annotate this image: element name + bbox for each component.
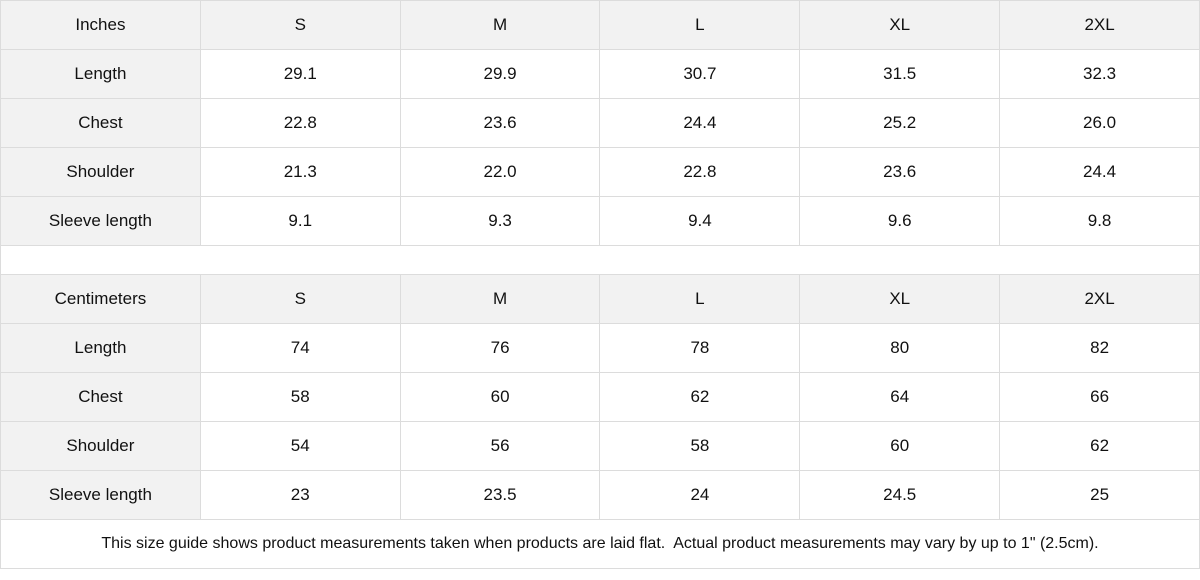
measurement-cell: 24	[599, 470, 801, 520]
size-header: S	[199, 0, 401, 50]
row-label: Shoulder	[0, 147, 201, 197]
row-label: Chest	[0, 98, 201, 148]
measurement-cell: 31.5	[799, 49, 1001, 99]
measurement-cell: 56	[399, 421, 601, 471]
measurement-cell: 9.4	[599, 196, 801, 246]
measurement-cell: 23.5	[399, 470, 601, 520]
centimeters-header-row: Centimeters S M L XL 2XL	[0, 274, 1200, 324]
measurement-cell: 26.0	[999, 98, 1200, 148]
measurement-cell: 82	[999, 323, 1200, 373]
measurement-cell: 22.8	[599, 147, 801, 197]
table-row: Shoulder 21.3 22.0 22.8 23.6 24.4	[0, 147, 1200, 197]
footnote: This size guide shows product measuremen…	[0, 519, 1200, 569]
measurement-cell: 22.8	[199, 98, 401, 148]
measurement-cell: 64	[799, 372, 1001, 422]
measurement-cell: 74	[199, 323, 401, 373]
section-spacer	[0, 245, 1200, 275]
measurement-cell: 23.6	[799, 147, 1001, 197]
measurement-cell: 62	[599, 372, 801, 422]
measurement-cell: 9.3	[399, 196, 601, 246]
row-label: Sleeve length	[0, 470, 201, 520]
size-header: XL	[799, 0, 1001, 50]
size-header: L	[599, 274, 801, 324]
row-label: Sleeve length	[0, 196, 201, 246]
measurement-cell: 21.3	[199, 147, 401, 197]
size-header: S	[199, 274, 401, 324]
measurement-cell: 58	[599, 421, 801, 471]
measurement-cell: 62	[999, 421, 1200, 471]
measurement-cell: 76	[399, 323, 601, 373]
size-header: M	[399, 274, 601, 324]
unit-label: Centimeters	[0, 274, 201, 324]
measurement-cell: 80	[799, 323, 1001, 373]
measurement-cell: 24.4	[599, 98, 801, 148]
table-row: Shoulder 54 56 58 60 62	[0, 421, 1200, 471]
measurement-cell: 60	[799, 421, 1001, 471]
footnote-row: This size guide shows product measuremen…	[0, 519, 1200, 569]
measurement-cell: 24.5	[799, 470, 1001, 520]
row-label: Shoulder	[0, 421, 201, 471]
table-row: Length 29.1 29.9 30.7 31.5 32.3	[0, 49, 1200, 99]
inches-header-row: Inches S M L XL 2XL	[0, 0, 1200, 50]
measurement-cell: 60	[399, 372, 601, 422]
measurement-cell: 29.1	[199, 49, 401, 99]
measurement-cell: 25	[999, 470, 1200, 520]
row-label: Length	[0, 323, 201, 373]
measurement-cell: 9.8	[999, 196, 1200, 246]
table-row: Chest 22.8 23.6 24.4 25.2 26.0	[0, 98, 1200, 148]
table-row: Sleeve length 9.1 9.3 9.4 9.6 9.8	[0, 196, 1200, 246]
row-label: Length	[0, 49, 201, 99]
row-label: Chest	[0, 372, 201, 422]
measurement-cell: 54	[199, 421, 401, 471]
size-header: XL	[799, 274, 1001, 324]
size-header: 2XL	[999, 274, 1200, 324]
measurement-cell: 24.4	[999, 147, 1200, 197]
measurement-cell: 25.2	[799, 98, 1001, 148]
table-row: Sleeve length 23 23.5 24 24.5 25	[0, 470, 1200, 520]
measurement-cell: 9.1	[199, 196, 401, 246]
measurement-cell: 30.7	[599, 49, 801, 99]
size-header: 2XL	[999, 0, 1200, 50]
measurement-cell: 78	[599, 323, 801, 373]
size-header: M	[399, 0, 601, 50]
measurement-cell: 23.6	[399, 98, 601, 148]
measurement-cell: 23	[199, 470, 401, 520]
measurement-cell: 32.3	[999, 49, 1200, 99]
table-row: Length 74 76 78 80 82	[0, 323, 1200, 373]
measurement-cell: 22.0	[399, 147, 601, 197]
measurement-cell: 58	[199, 372, 401, 422]
table-row: Chest 58 60 62 64 66	[0, 372, 1200, 422]
spacer-cell	[0, 245, 1200, 275]
unit-label: Inches	[0, 0, 201, 50]
measurement-cell: 66	[999, 372, 1200, 422]
measurement-cell: 9.6	[799, 196, 1001, 246]
measurement-cell: 29.9	[399, 49, 601, 99]
size-header: L	[599, 0, 801, 50]
